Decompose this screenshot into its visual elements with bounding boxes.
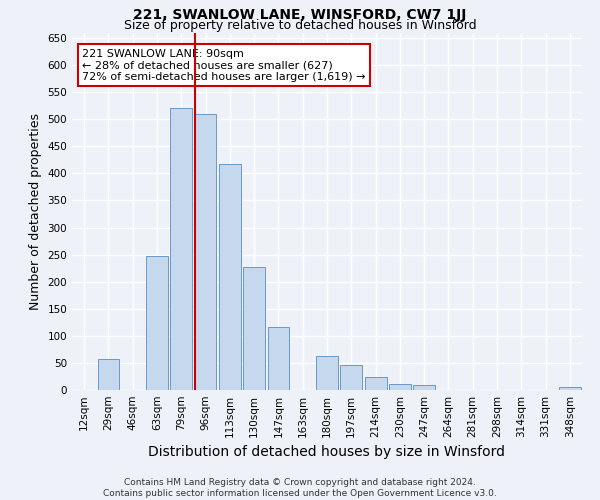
Text: Contains HM Land Registry data © Crown copyright and database right 2024.
Contai: Contains HM Land Registry data © Crown c… xyxy=(103,478,497,498)
X-axis label: Distribution of detached houses by size in Winsford: Distribution of detached houses by size … xyxy=(149,446,505,460)
Bar xyxy=(194,114,217,390)
Text: Size of property relative to detached houses in Winsford: Size of property relative to detached ho… xyxy=(124,18,476,32)
Bar xyxy=(389,384,411,390)
Text: 221 SWANLOW LANE: 90sqm
← 28% of detached houses are smaller (627)
72% of semi-d: 221 SWANLOW LANE: 90sqm ← 28% of detache… xyxy=(82,48,366,82)
Y-axis label: Number of detached properties: Number of detached properties xyxy=(29,113,42,310)
Bar xyxy=(219,164,241,390)
Bar xyxy=(243,266,265,390)
Bar xyxy=(316,356,338,390)
Bar xyxy=(268,326,289,390)
Text: 221, SWANLOW LANE, WINSFORD, CW7 1JJ: 221, SWANLOW LANE, WINSFORD, CW7 1JJ xyxy=(133,8,467,22)
Bar xyxy=(97,359,119,390)
Bar xyxy=(146,256,168,390)
Bar xyxy=(170,108,192,390)
Bar xyxy=(340,364,362,390)
Bar xyxy=(413,385,435,390)
Bar xyxy=(365,377,386,390)
Bar xyxy=(559,388,581,390)
